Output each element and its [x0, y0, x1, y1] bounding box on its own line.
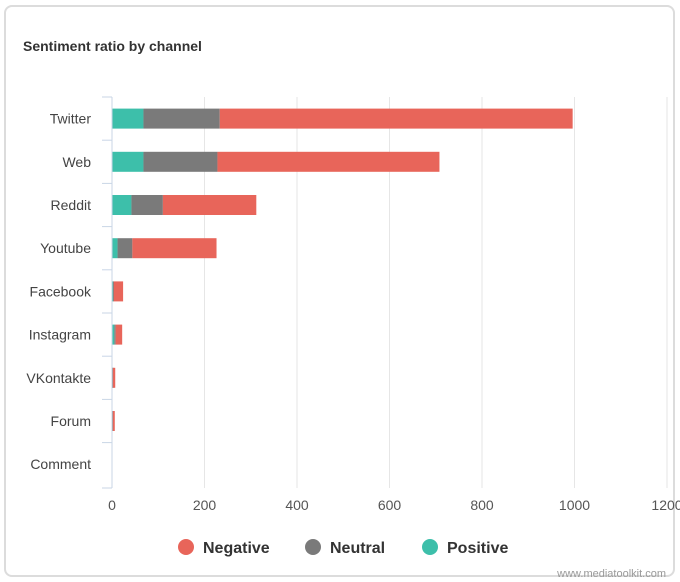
bar-youtube-positive[interactable]	[112, 238, 118, 259]
legend-item-negative[interactable]: Negative	[178, 539, 270, 557]
bar-reddit-positive[interactable]	[112, 195, 132, 215]
x-tick-label-0: 0	[108, 497, 116, 513]
x-tick-label-200: 200	[193, 497, 217, 513]
category-label-youtube: Youtube	[40, 240, 91, 256]
bar-twitter-positive[interactable]	[112, 108, 144, 129]
bar-reddit-negative[interactable]	[162, 195, 257, 215]
axes: 0 200 400 600 800 1000 1200 Twitter Web Reddit You…	[26, 96, 680, 513]
bars	[112, 108, 573, 431]
bar-vkontakte-negative[interactable]	[112, 367, 116, 388]
category-label-facebook: Facebook	[30, 283, 92, 299]
bar-web-negative[interactable]	[217, 151, 440, 172]
bar-youtube-neutral[interactable]	[117, 238, 133, 259]
bar-reddit-neutral[interactable]	[131, 195, 163, 215]
category-label-forum: Forum	[51, 413, 91, 429]
legend-label-negative: Negative	[203, 540, 270, 557]
legend-label-neutral: Neutral	[330, 540, 385, 557]
category-label-vkontakte: VKontakte	[26, 370, 91, 386]
legend-marker-neutral	[305, 539, 321, 555]
x-tick-label-600: 600	[378, 497, 402, 513]
x-tick-label-800: 800	[470, 497, 494, 513]
bar-twitter-negative[interactable]	[219, 108, 573, 129]
x-tick-label-400: 400	[285, 497, 309, 513]
bar-instagram-negative[interactable]	[115, 324, 123, 345]
x-tick-label-1000: 1000	[559, 497, 590, 513]
bar-facebook-neutral[interactable]	[112, 281, 114, 302]
legend-marker-positive	[422, 539, 438, 555]
category-label-twitter: Twitter	[50, 111, 92, 127]
x-tick-label-1200: 1200	[651, 497, 680, 513]
bar-forum-negative[interactable]	[112, 411, 115, 431]
category-label-comment: Comment	[30, 456, 91, 472]
credit-text: www.mediatoolkit.com	[556, 568, 666, 580]
bar-facebook-negative[interactable]	[113, 281, 124, 302]
legend-item-neutral[interactable]: Neutral	[305, 539, 385, 557]
legend[interactable]: Negative Neutral Positive	[178, 539, 508, 557]
bar-web-neutral[interactable]	[143, 151, 218, 172]
bar-web-positive[interactable]	[112, 151, 144, 172]
legend-label-positive: Positive	[447, 540, 508, 557]
bar-instagram-positive[interactable]	[112, 324, 115, 345]
category-label-reddit: Reddit	[51, 197, 92, 213]
chart-title: Sentiment ratio by channel	[23, 38, 202, 54]
bar-instagram-neutral[interactable]	[114, 324, 116, 345]
legend-marker-negative	[178, 539, 194, 555]
legend-item-positive[interactable]: Positive	[422, 539, 508, 557]
category-label-web: Web	[62, 154, 91, 170]
category-label-instagram: Instagram	[29, 327, 91, 343]
bar-youtube-negative[interactable]	[132, 238, 217, 259]
bar-twitter-neutral[interactable]	[143, 108, 220, 129]
